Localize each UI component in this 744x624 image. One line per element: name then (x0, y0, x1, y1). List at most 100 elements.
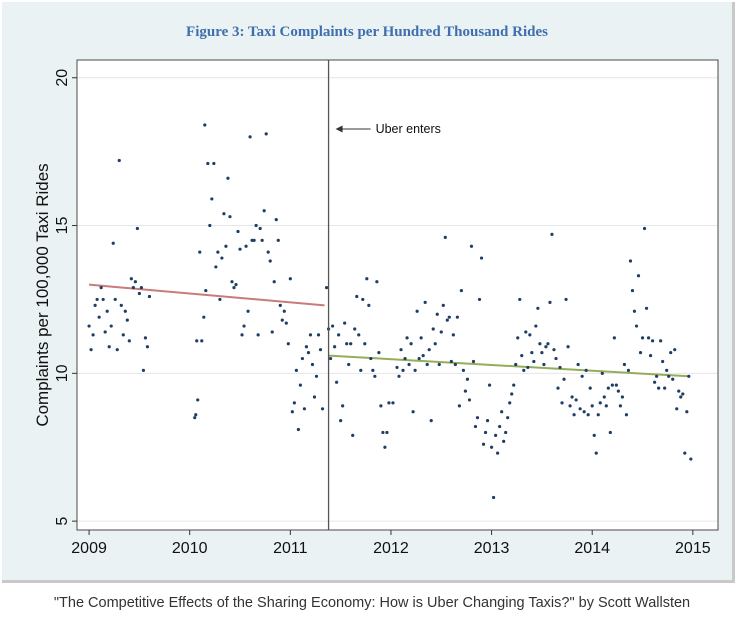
data-point (459, 288, 463, 293)
data-point (284, 321, 288, 325)
data-point (602, 395, 606, 399)
data-point (558, 365, 562, 370)
data-point (131, 286, 135, 290)
data-point (324, 286, 329, 290)
data-point (129, 277, 133, 281)
data-point (89, 348, 93, 352)
data-point (582, 410, 586, 414)
data-point (91, 333, 95, 337)
figure-caption: "The Competitive Effects of the Sharing … (53, 595, 691, 611)
data-point (437, 362, 441, 367)
data-point (395, 365, 399, 370)
data-point (596, 413, 600, 417)
data-point (194, 413, 198, 417)
data-point (254, 223, 258, 228)
data-point (222, 212, 226, 216)
data-point (198, 250, 202, 254)
data-point (489, 445, 494, 449)
data-point (123, 309, 127, 313)
data-point (532, 359, 536, 364)
data-point (502, 439, 506, 443)
data-point (620, 395, 625, 399)
data-point (574, 398, 578, 402)
data-point (109, 324, 113, 328)
data-point (475, 416, 480, 420)
data-point (626, 368, 631, 372)
data-point (481, 442, 486, 446)
data-point (220, 256, 224, 260)
data-point (242, 324, 246, 328)
plot-frame (76, 59, 719, 531)
data-point (663, 386, 667, 390)
data-point (203, 123, 207, 127)
data-point (524, 330, 528, 334)
data-point (447, 315, 451, 319)
data-point (570, 395, 574, 399)
data-point (111, 241, 115, 245)
data-point (445, 318, 449, 322)
data-point (397, 374, 401, 378)
data-point (238, 247, 242, 251)
data-point (463, 389, 468, 393)
data-point (403, 356, 407, 361)
data-point (578, 407, 582, 411)
data-point (516, 336, 520, 340)
annotation: Uber enters (327, 60, 441, 530)
data-point (304, 345, 309, 349)
data-point (451, 333, 455, 337)
data-point (584, 368, 588, 372)
grid (77, 77, 718, 522)
data-point (467, 398, 472, 402)
data-point (653, 380, 657, 384)
data-point (345, 342, 349, 346)
data-point (644, 306, 649, 310)
data-point (419, 336, 423, 340)
data-point (554, 356, 558, 361)
data-point (347, 362, 351, 367)
data-point (520, 353, 524, 358)
data-point (206, 161, 210, 166)
data-point (487, 383, 492, 387)
data-point (103, 330, 107, 334)
data-point (588, 386, 592, 390)
y-tick-label: 20 (54, 69, 71, 87)
data-point (328, 356, 333, 361)
data-point (218, 297, 222, 302)
data-point (411, 410, 415, 414)
data-point (679, 395, 683, 399)
data-point (518, 297, 522, 302)
data-point (538, 342, 542, 346)
data-point (270, 330, 274, 334)
data-point (441, 303, 445, 307)
axes: 2009 2010 2011 2012 2013 2014 2015 5 10 15 20 Compl… (33, 59, 719, 557)
data-point (107, 345, 111, 349)
data-point (280, 318, 284, 322)
data-point (600, 371, 604, 375)
data-point (282, 309, 286, 313)
data-point (365, 277, 369, 281)
data-point (258, 226, 262, 231)
data-point (614, 383, 618, 387)
data-point (506, 416, 510, 420)
data-point (298, 383, 302, 387)
data-point (562, 377, 566, 381)
data-point (665, 368, 669, 372)
x-tick-label: 2015 (675, 540, 711, 557)
data-point (133, 280, 137, 284)
data-point (93, 303, 97, 307)
data-point (469, 244, 474, 248)
data-point (598, 401, 602, 405)
data-point (306, 351, 311, 355)
data-point (216, 250, 220, 254)
annotation-arrow-head (335, 125, 343, 133)
data-point (373, 374, 377, 378)
data-point (496, 451, 500, 455)
data-point (278, 303, 282, 307)
data-point (139, 286, 144, 290)
data-point (385, 430, 389, 435)
data-point (528, 333, 532, 337)
data-point (530, 351, 534, 355)
data-point (594, 451, 598, 455)
data-point (405, 336, 409, 340)
y-tick-label: 15 (54, 217, 71, 235)
